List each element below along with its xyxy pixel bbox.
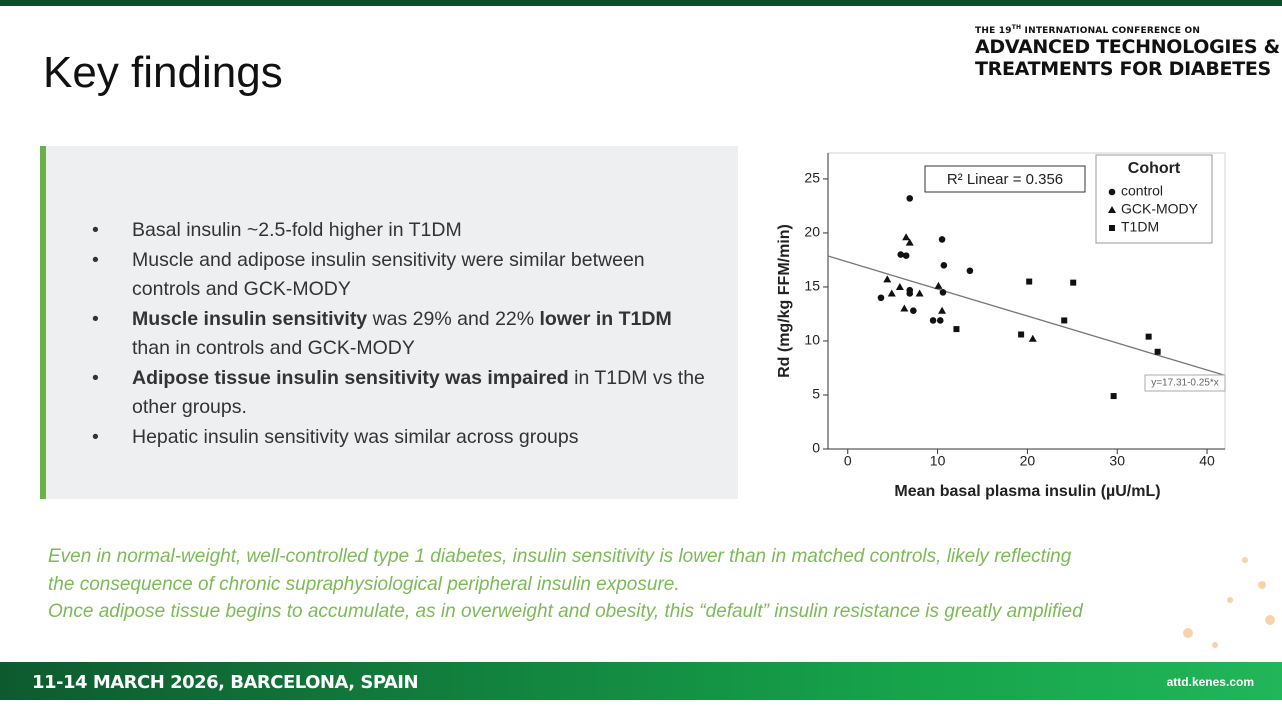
top-bar [0,0,1282,6]
conclusion-line: the consequence of chronic supraphysiolo… [48,573,680,595]
point [906,195,914,202]
point [915,289,924,297]
point [936,317,944,324]
point [877,294,885,302]
legend-marker [1108,206,1116,213]
bullet-list: Basal insulin ~2.5-fold higher in T1DM Mu… [92,216,712,452]
y-tick-label: 5 [812,386,820,402]
point [1028,334,1037,342]
x-tick-label: 30 [1109,453,1125,469]
point [953,326,960,333]
fit-label-box [1144,374,1226,392]
x-tick-label: 0 [844,453,852,469]
bullet: Muscle and adipose insulin sensitivity w… [92,246,712,305]
point [902,233,911,241]
x-axis-label: Mean basal plasma insulin (µU/mL) [894,483,1160,500]
website: attd.kenes.com [1166,675,1254,689]
point [1110,393,1117,400]
bullet-text: in T1DM vs the other groups. [132,366,705,419]
point [906,290,914,297]
point [897,251,905,258]
point [883,275,892,283]
bullet: Hepatic insulin sensitivity was similar … [92,423,712,453]
point [938,306,947,314]
legend-label: GCK-MODY [1121,201,1199,217]
bullet-text: Muscle insulin sensitivity [132,307,368,330]
bullet-text: was 29% and 22% [367,307,540,330]
point [887,289,896,297]
point [966,267,974,275]
conclusion-line: Once adipose tissue begins to accumulate… [48,601,1083,622]
fit-label: y=17.31-0.25*x [1151,378,1219,389]
y-tick-label: 15 [804,278,820,294]
slide-title: Key findings [43,48,283,97]
x-tick-label: 40 [1199,453,1215,469]
conclusion: Even in normal-weight, well-controlled t… [48,543,1238,626]
y-tick-label: 20 [804,224,820,240]
conference-line: THE 19TH INTERNATIONAL CONFERENCE ON [975,24,1280,36]
point [1018,331,1025,338]
chart: 0 5 10 15 20 25 0 10 20 30 40 Mean basal plasma ins… [776,152,1275,648]
annotation: R² Linear = 0.356 [947,171,1063,188]
conference-name: TREATMENTS FOR DIABETES [975,58,1271,80]
point [934,281,943,289]
bullet-text: Basal insulin ~2.5-fold higher in T1DM [132,219,462,241]
y-tick-label: 25 [804,170,820,186]
point [1026,278,1033,285]
point [900,304,909,312]
point [895,282,904,290]
point [929,317,937,324]
point [1154,348,1161,355]
bullet: Adipose tissue insulin sensitivity was i… [92,364,712,423]
footer: 11-14 MARCH 2026, BARCELONA, SPAIN attd.… [0,662,1282,700]
point [902,252,910,259]
legend-label: T1DM [1121,219,1159,235]
x-tick-label: 20 [1020,453,1036,469]
bullet-text: lower in T1DM [539,307,672,330]
annotation-box [924,165,1086,193]
y-tick-label: 10 [804,332,820,348]
bullet: Muscle insulin sensitivity was 29% and 2… [92,305,712,364]
bullet-text: than in controls and GCK-MODY [132,337,415,359]
point [910,307,917,315]
event-date: 11-14 MARCH 2026, BARCELONA, SPAIN [32,672,419,693]
point [1145,333,1152,340]
y-tick-label: 0 [812,440,820,456]
text: THE 19 [975,26,1012,36]
point [1070,279,1077,286]
point [938,236,946,243]
legend-box [1095,154,1213,244]
legend-title: Cohort [1128,160,1181,177]
bullet-text: Muscle and adipose insulin sensitivity w… [132,248,645,301]
point [939,289,947,296]
text: TH [1011,24,1022,31]
conclusion-line: Even in normal-weight, well-controlled t… [48,546,1072,567]
conference-logo: THE 19TH INTERNATIONAL CONFERENCE ON ADV… [975,24,1280,80]
fit-line [827,255,1226,377]
point [905,238,914,246]
legend-marker [1109,225,1115,231]
legend-label: control [1121,183,1163,199]
point [1061,317,1068,324]
bullet-text: Hepatic insulin sensitivity was similar … [132,425,579,448]
text: INTERNATIONAL CONFERENCE ON [1021,26,1201,36]
point [940,262,948,269]
x-tick-label: 10 [930,453,946,469]
legend-marker [1108,188,1116,196]
decor [1183,557,1275,648]
bullet-text: Adipose tissue insulin sensitivity was i… [132,366,569,389]
conference-name: ADVANCED TECHNOLOGIES & [975,36,1280,58]
y-axis-label: Rd (mg/kg FFM/min) [776,224,793,378]
bullet: Basal insulin ~2.5-fold higher in T1DM [92,216,712,246]
